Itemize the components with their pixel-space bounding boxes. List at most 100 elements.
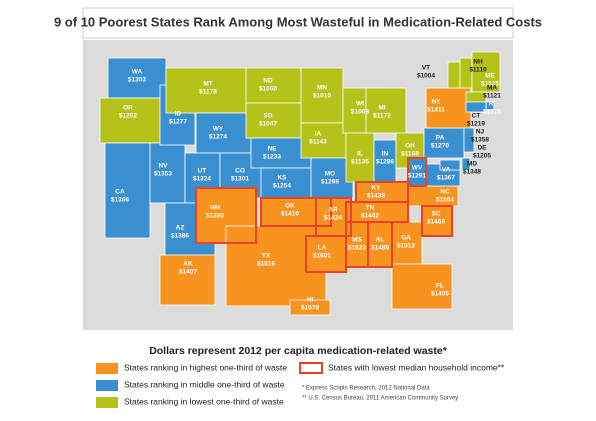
state-abbr: NJ <box>476 129 485 136</box>
state-value: $1601 <box>313 253 331 260</box>
state-value: $1358 <box>471 137 489 144</box>
state-value: $1233 <box>263 154 281 161</box>
state-abbr: CA <box>115 189 125 196</box>
footnote: ** U.S. Census Bureau, 2011 American Com… <box>302 396 458 402</box>
state-value: $1411 <box>427 107 445 114</box>
state-value: $1469 <box>427 219 445 226</box>
state <box>447 61 461 89</box>
state-abbr: TX <box>262 253 271 260</box>
state-value: $1366 <box>111 197 129 204</box>
state-value: $1434 <box>324 215 342 222</box>
state-value: $1202 <box>119 113 137 120</box>
state-value: $1324 <box>193 176 211 183</box>
state-abbr: NC <box>440 189 450 196</box>
footnote: * Express Scripts Research, 2012 Nationa… <box>302 386 430 392</box>
map: WA$1303OR$1202CA$1366NV$1353ID$1277MT$11… <box>99 51 501 316</box>
state-value: $1060 <box>259 86 277 93</box>
state-value: $1512 <box>397 243 415 250</box>
title: 9 of 10 Poorest States Rank Among Most W… <box>54 14 542 29</box>
legend-outline-swatch <box>299 362 323 374</box>
state-value: $1254 <box>273 183 291 190</box>
state-value: $1301 <box>231 176 249 183</box>
state-abbr: WA <box>132 69 143 76</box>
state-abbr: NV <box>158 163 168 170</box>
state <box>391 263 453 310</box>
state-abbr: MI <box>378 105 385 112</box>
state <box>425 87 472 129</box>
state-abbr: KS <box>277 175 287 182</box>
state-abbr: NY <box>431 99 441 106</box>
low-income-outline <box>407 157 427 187</box>
state <box>99 97 161 144</box>
low-income-outline <box>260 197 332 227</box>
state-abbr: IL <box>357 151 363 158</box>
legend-label: States ranking in lowest one-third of wa… <box>124 396 284 406</box>
state-abbr: MS <box>352 237 362 244</box>
state-abbr: GA <box>401 235 411 242</box>
state-value: $1047 <box>259 121 277 128</box>
state-abbr: UT <box>198 168 207 175</box>
state <box>461 157 471 171</box>
state <box>345 132 375 183</box>
state <box>300 122 347 159</box>
state <box>305 235 347 273</box>
state-value: $1516 <box>257 261 275 268</box>
state-abbr: MT <box>203 81 212 88</box>
state <box>300 67 344 124</box>
state <box>107 57 167 99</box>
state-abbr: CO <box>235 168 245 175</box>
legend: States ranking in highest one-third of w… <box>96 362 505 408</box>
state-abbr: AR <box>328 207 338 214</box>
legend-swatch <box>96 363 118 374</box>
state <box>471 51 501 93</box>
state-abbr: WY <box>213 126 224 133</box>
state-value: $1286 <box>376 159 394 166</box>
state-abbr: OR <box>123 105 133 112</box>
state-value: $1405 <box>431 291 449 298</box>
legend-swatch <box>96 380 118 391</box>
state-value: $1068 <box>351 109 369 116</box>
state-value: $1438 <box>367 193 385 200</box>
state-value: $1380 <box>206 213 224 220</box>
state-abbr: MD <box>467 161 477 168</box>
state-value: $1010 <box>313 93 331 100</box>
state <box>463 127 475 153</box>
state-value: $1303 <box>128 77 146 84</box>
state-abbr: ME <box>485 73 495 80</box>
state-abbr: IA <box>315 131 322 138</box>
state-value: $1277 <box>169 119 187 126</box>
state <box>465 101 487 113</box>
low-income-outline <box>367 221 393 268</box>
legend-label: States with lowest median household inco… <box>328 362 505 372</box>
state-value: $1291 <box>408 173 426 180</box>
state-value: $1178 <box>199 89 217 96</box>
state <box>245 102 302 139</box>
state-abbr: VT <box>422 65 430 72</box>
state-abbr: AK <box>183 261 193 268</box>
state-abbr: DE <box>477 145 487 152</box>
state-abbr: RI <box>489 101 496 108</box>
low-income-outline <box>421 205 453 237</box>
state-abbr: IN <box>382 151 389 158</box>
state-abbr: CT <box>472 113 481 120</box>
low-income-outline <box>195 187 257 244</box>
state-abbr: NH <box>473 59 483 66</box>
state-abbr: HI <box>307 297 314 304</box>
state-abbr: WV <box>412 165 423 172</box>
state-value: $1121 <box>483 93 501 100</box>
state-value: $1215 <box>483 109 501 116</box>
state-abbr: ND <box>263 78 273 85</box>
state-abbr: SD <box>263 113 272 120</box>
state-value: $1110 <box>469 67 487 74</box>
state-abbr: NE <box>267 146 277 153</box>
state-value: $1168 <box>401 151 419 158</box>
state-value: $1004 <box>417 73 435 80</box>
state-value: $1578 <box>301 305 319 312</box>
state-value: $1274 <box>209 134 227 141</box>
title-box <box>82 7 514 39</box>
state-value: $1353 <box>154 171 172 178</box>
state-abbr: MA <box>487 85 497 92</box>
state-value: $1367 <box>437 175 455 182</box>
state-value: $1205 <box>473 153 491 160</box>
